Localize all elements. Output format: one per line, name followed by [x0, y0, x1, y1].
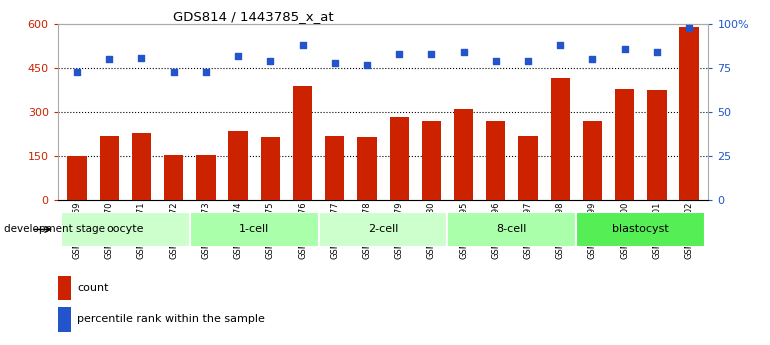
Bar: [615, 89, 634, 200]
Text: GSM22670: GSM22670: [105, 213, 114, 259]
Point: [618, 46, 631, 51]
Bar: [454, 109, 474, 200]
Bar: [447, 212, 576, 247]
Point: [168, 69, 180, 75]
Text: percentile rank within the sample: percentile rank within the sample: [77, 314, 265, 324]
Bar: [422, 121, 441, 200]
Text: GSM22699: GSM22699: [588, 213, 597, 259]
Point: [103, 57, 116, 62]
Bar: [229, 131, 248, 200]
Text: GSM22698: GSM22698: [556, 213, 564, 259]
Text: GSM22676: GSM22676: [298, 213, 307, 259]
Text: GSM22672: GSM22672: [169, 213, 178, 259]
Bar: [551, 78, 570, 200]
Text: GSM22702: GSM22702: [685, 213, 694, 259]
Text: GSM22697: GSM22697: [524, 213, 533, 259]
Text: GSM22696: GSM22696: [491, 213, 500, 259]
Point: [586, 57, 598, 62]
Bar: [68, 156, 87, 200]
Bar: [648, 90, 667, 200]
Point: [651, 50, 663, 55]
Title: GDS814 / 1443785_x_at: GDS814 / 1443785_x_at: [172, 10, 333, 23]
Text: GSM22695: GSM22695: [459, 213, 468, 259]
Text: GSM22680: GSM22680: [427, 213, 436, 259]
Text: GSM22669: GSM22669: [72, 213, 82, 259]
Bar: [390, 117, 409, 200]
Point: [522, 58, 534, 64]
Bar: [325, 136, 344, 200]
Text: GSM22701: GSM22701: [652, 213, 661, 259]
Bar: [164, 155, 183, 200]
Bar: [486, 121, 505, 200]
Text: GSM22673: GSM22673: [202, 213, 210, 259]
Bar: [132, 132, 151, 200]
Point: [296, 42, 309, 48]
Point: [136, 55, 148, 60]
Point: [264, 58, 276, 64]
Point: [554, 42, 567, 48]
Bar: [357, 137, 377, 200]
Bar: [58, 276, 71, 300]
Text: GSM22674: GSM22674: [233, 213, 243, 259]
Bar: [679, 27, 698, 200]
Bar: [319, 212, 447, 247]
Text: GSM22671: GSM22671: [137, 213, 146, 259]
Text: oocyte: oocyte: [106, 225, 144, 234]
Bar: [583, 121, 602, 200]
Text: GSM22679: GSM22679: [395, 213, 403, 259]
Text: development stage: development stage: [4, 225, 105, 234]
Bar: [190, 212, 319, 247]
Point: [393, 51, 405, 57]
Text: blastocyst: blastocyst: [612, 225, 669, 234]
Point: [232, 53, 244, 59]
Bar: [61, 212, 190, 247]
Point: [329, 60, 341, 66]
Bar: [261, 137, 280, 200]
Text: 1-cell: 1-cell: [239, 225, 270, 234]
Bar: [293, 86, 312, 200]
Text: GSM22675: GSM22675: [266, 213, 275, 259]
Point: [199, 69, 212, 75]
Text: GSM22700: GSM22700: [620, 213, 629, 259]
Bar: [518, 136, 537, 200]
Bar: [576, 212, 705, 247]
Point: [71, 69, 83, 75]
Text: GSM22678: GSM22678: [363, 213, 371, 259]
Text: 2-cell: 2-cell: [368, 225, 398, 234]
Text: 8-cell: 8-cell: [497, 225, 527, 234]
Bar: [99, 136, 119, 200]
Text: count: count: [77, 283, 109, 293]
Point: [425, 51, 437, 57]
Bar: [58, 307, 71, 332]
Point: [361, 62, 373, 67]
Point: [683, 25, 695, 30]
Point: [490, 58, 502, 64]
Bar: [196, 155, 216, 200]
Point: [457, 50, 470, 55]
Text: GSM22677: GSM22677: [330, 213, 340, 259]
